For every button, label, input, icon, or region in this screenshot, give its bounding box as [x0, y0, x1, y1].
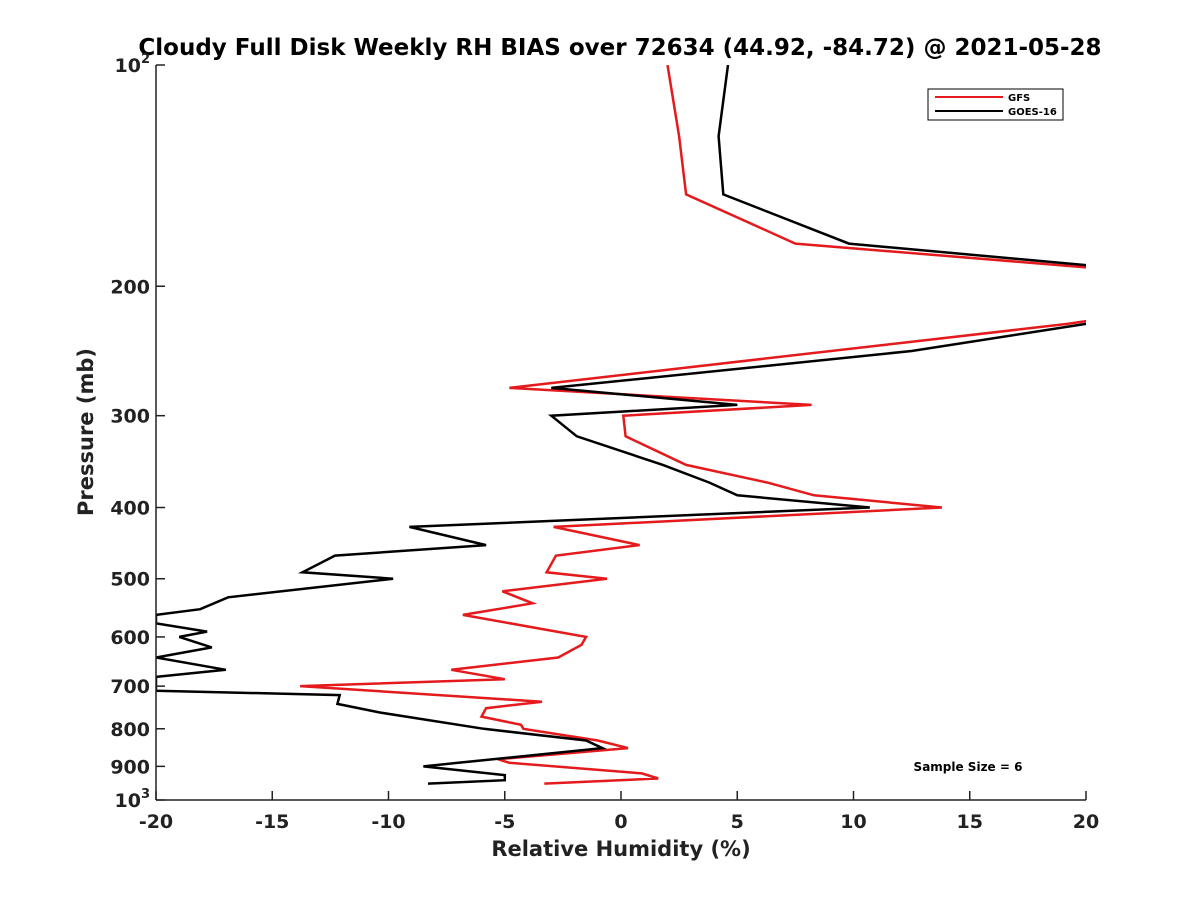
y-tick-label: 102	[115, 52, 151, 77]
y-tick-label: 103	[115, 787, 151, 812]
series-line-goes-16	[156, 65, 1086, 785]
legend: GFS GOES-16	[927, 88, 1064, 121]
series-layer	[156, 65, 1086, 785]
x-axis-ticks: -20 -15 -10 -5 0 5 10 15 20	[139, 791, 1099, 833]
x-tick-label: 20	[1073, 811, 1099, 833]
y-axis-label: Pressure (mb)	[74, 348, 98, 516]
y-tick-label: 300	[110, 406, 150, 428]
x-tick-label: -10	[371, 811, 405, 833]
plot-area	[156, 65, 1086, 800]
x-tick-label: -20	[139, 811, 173, 833]
x-tick-label: 0	[614, 811, 627, 833]
legend-box	[927, 88, 1064, 121]
x-tick-label: 10	[840, 811, 866, 833]
y-tick-label: 800	[110, 719, 150, 741]
x-axis-label: Relative Humidity (%)	[491, 837, 750, 861]
x-tick-label: -5	[494, 811, 515, 833]
y-axis-ticks: 102 200 300 400 500 600 700 800 900 103	[110, 52, 165, 812]
y-tick-label: 900	[110, 756, 150, 778]
y-tick-label: 400	[110, 498, 150, 520]
x-tick-label: -15	[255, 811, 289, 833]
sample-size-annotation: Sample Size = 6	[914, 760, 1023, 774]
legend-label-gfs: GFS	[1008, 93, 1030, 104]
series-line-gfs	[300, 65, 1086, 785]
y-tick-label: 700	[110, 676, 150, 698]
y-tick-label: 600	[110, 627, 150, 649]
x-tick-label: 5	[731, 811, 744, 833]
chart-title: Cloudy Full Disk Weekly RH BIAS over 726…	[138, 35, 1101, 61]
y-tick-label: 200	[110, 276, 150, 298]
x-tick-label: 15	[957, 811, 983, 833]
legend-label-goes-16: GOES-16	[1008, 107, 1057, 118]
y-tick-label: 500	[110, 569, 150, 591]
